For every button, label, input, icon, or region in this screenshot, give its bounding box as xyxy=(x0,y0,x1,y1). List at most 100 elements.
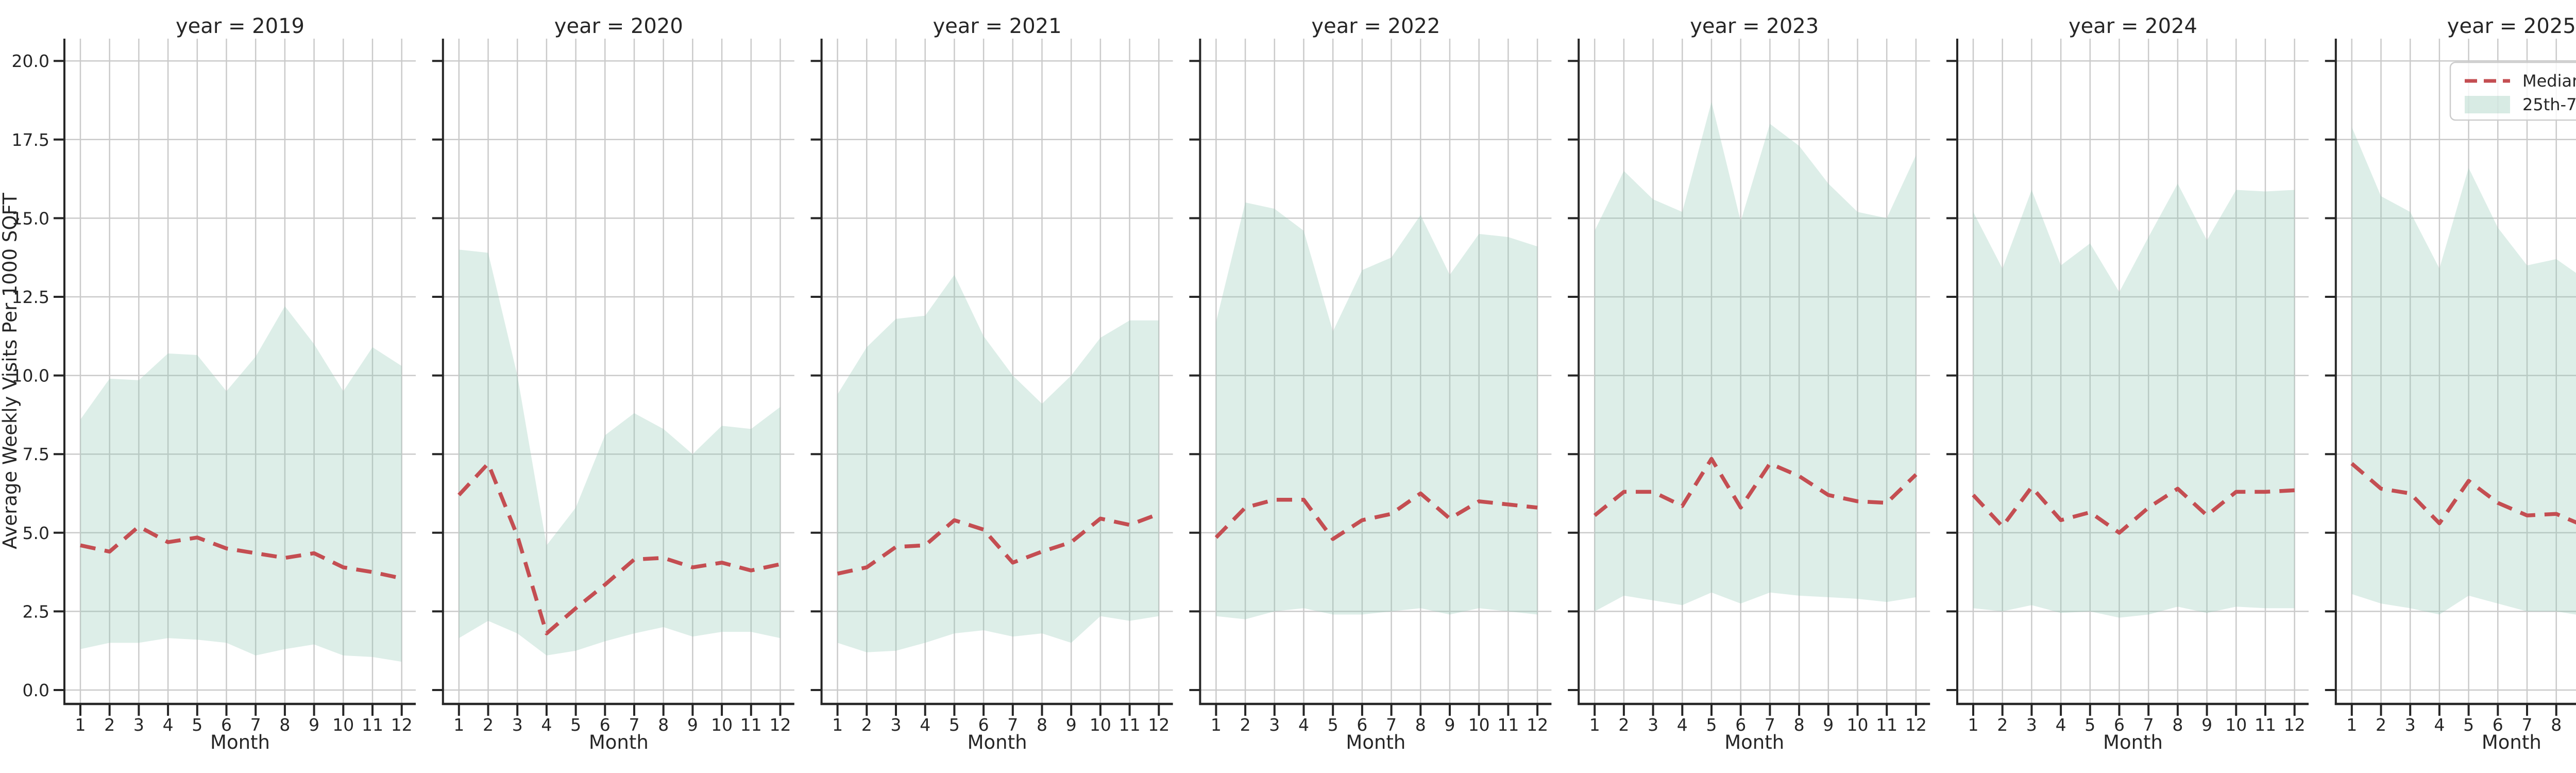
x-tick-label: 5 xyxy=(2463,715,2474,735)
x-tick-label: 4 xyxy=(2434,715,2445,735)
y-tick-label: 7.5 xyxy=(23,444,49,464)
x-tick-label: 2 xyxy=(483,715,494,735)
percentile-band xyxy=(1595,102,1916,612)
x-tick-label: 12 xyxy=(1148,715,1170,735)
x-tick-label: 8 xyxy=(279,715,290,735)
x-axis-label: Month xyxy=(2482,731,2541,753)
x-axis-label: Month xyxy=(968,731,1027,753)
x-tick-label: 1 xyxy=(1211,715,1222,735)
x-tick-label: 9 xyxy=(2201,715,2212,735)
facet-title: year = 2025 xyxy=(2447,14,2576,38)
x-tick-label: 1 xyxy=(2346,715,2357,735)
y-tick-label: 0.0 xyxy=(23,680,49,700)
x-axis-label: Month xyxy=(210,731,270,753)
x-tick-label: 1 xyxy=(453,715,464,735)
facet-title: year = 2024 xyxy=(2069,14,2197,38)
y-tick-label: 2.5 xyxy=(23,601,49,621)
facet-title: year = 2022 xyxy=(1311,14,1440,38)
x-tick-label: 9 xyxy=(1823,715,1834,735)
median-line xyxy=(457,461,781,635)
x-tick-label: 9 xyxy=(309,715,319,735)
x-tick-label: 1 xyxy=(75,715,86,735)
x-tick-label: 12 xyxy=(391,715,413,735)
x-tick-label: 11 xyxy=(1119,715,1141,735)
facet-title: year = 2021 xyxy=(933,14,1062,38)
x-tick-label: 9 xyxy=(687,715,698,735)
x-tick-label: 11 xyxy=(362,715,383,735)
x-tick-label: 2 xyxy=(1997,715,2008,735)
x-tick-label: 4 xyxy=(2056,715,2066,735)
y-tick-label: 15.0 xyxy=(12,208,49,228)
x-tick-label: 3 xyxy=(2026,715,2037,735)
x-tick-label: 11 xyxy=(2255,715,2276,735)
x-tick-label: 2 xyxy=(2376,715,2386,735)
facet-title: year = 2023 xyxy=(1690,14,1819,38)
x-tick-label: 6 xyxy=(978,715,989,735)
x-tick-label: 12 xyxy=(1905,715,1927,735)
x-tick-label: 6 xyxy=(1735,715,1746,735)
x-tick-label: 3 xyxy=(133,715,144,735)
percentile-band xyxy=(2351,127,2576,615)
x-tick-label: 3 xyxy=(512,715,523,735)
x-tick-label: 4 xyxy=(1677,715,1688,735)
median-line xyxy=(837,512,1160,576)
legend-box xyxy=(2449,61,2576,121)
y-tick-label: 20.0 xyxy=(12,51,49,71)
legend-label-percentile: 25th-75th Percentile xyxy=(2522,95,2576,114)
x-tick-label: 6 xyxy=(221,715,232,735)
x-tick-label: 3 xyxy=(1269,715,1280,735)
x-tick-label: 7 xyxy=(629,715,640,735)
percentile-band xyxy=(837,275,1159,652)
x-tick-label: 7 xyxy=(1765,715,1775,735)
x-tick-label: 10 xyxy=(1468,715,1490,735)
x-tick-label: 6 xyxy=(600,715,611,735)
x-tick-label: 7 xyxy=(1386,715,1397,735)
percentile-band xyxy=(459,249,781,656)
x-tick-label: 11 xyxy=(1497,715,1519,735)
x-tick-label: 8 xyxy=(658,715,669,735)
x-axis-label: Month xyxy=(1724,731,1784,753)
x-tick-label: 5 xyxy=(1328,715,1338,735)
x-tick-label: 12 xyxy=(2284,715,2306,735)
y-tick-label: 17.5 xyxy=(12,130,49,150)
x-tick-label: 1 xyxy=(832,715,843,735)
x-tick-label: 8 xyxy=(1794,715,1805,735)
x-tick-label: 5 xyxy=(2084,715,2095,735)
x-tick-label: 4 xyxy=(163,715,174,735)
y-tick-label: 10.0 xyxy=(12,366,49,386)
x-tick-label: 12 xyxy=(770,715,791,735)
x-tick-label: 6 xyxy=(2493,715,2503,735)
x-axis-label: Month xyxy=(589,731,649,753)
x-tick-label: 9 xyxy=(1445,715,1455,735)
x-tick-label: 3 xyxy=(2405,715,2416,735)
x-tick-label: 1 xyxy=(1589,715,1600,735)
x-tick-label: 8 xyxy=(2172,715,2183,735)
x-tick-label: 8 xyxy=(2551,715,2562,735)
x-tick-label: 2 xyxy=(861,715,872,735)
percentile-band xyxy=(80,306,402,662)
x-tick-label: 7 xyxy=(2522,715,2533,735)
x-tick-label: 3 xyxy=(891,715,902,735)
median-line xyxy=(80,524,402,580)
median-line xyxy=(1214,491,1538,541)
x-tick-label: 2 xyxy=(104,715,115,735)
legend-label-median: Median xyxy=(2522,71,2576,91)
x-tick-label: 6 xyxy=(1357,715,1367,735)
facet-title: year = 2020 xyxy=(554,14,683,38)
x-tick-label: 7 xyxy=(250,715,261,735)
x-axis-label: Month xyxy=(1346,731,1405,753)
median-line xyxy=(1972,485,2295,535)
x-tick-label: 2 xyxy=(1618,715,1629,735)
x-axis-label: Month xyxy=(2103,731,2163,753)
x-tick-label: 4 xyxy=(541,715,552,735)
x-tick-label: 8 xyxy=(1415,715,1426,735)
median-line xyxy=(1593,457,1918,517)
x-tick-label: 9 xyxy=(1066,715,1077,735)
x-tick-label: 8 xyxy=(1037,715,1047,735)
